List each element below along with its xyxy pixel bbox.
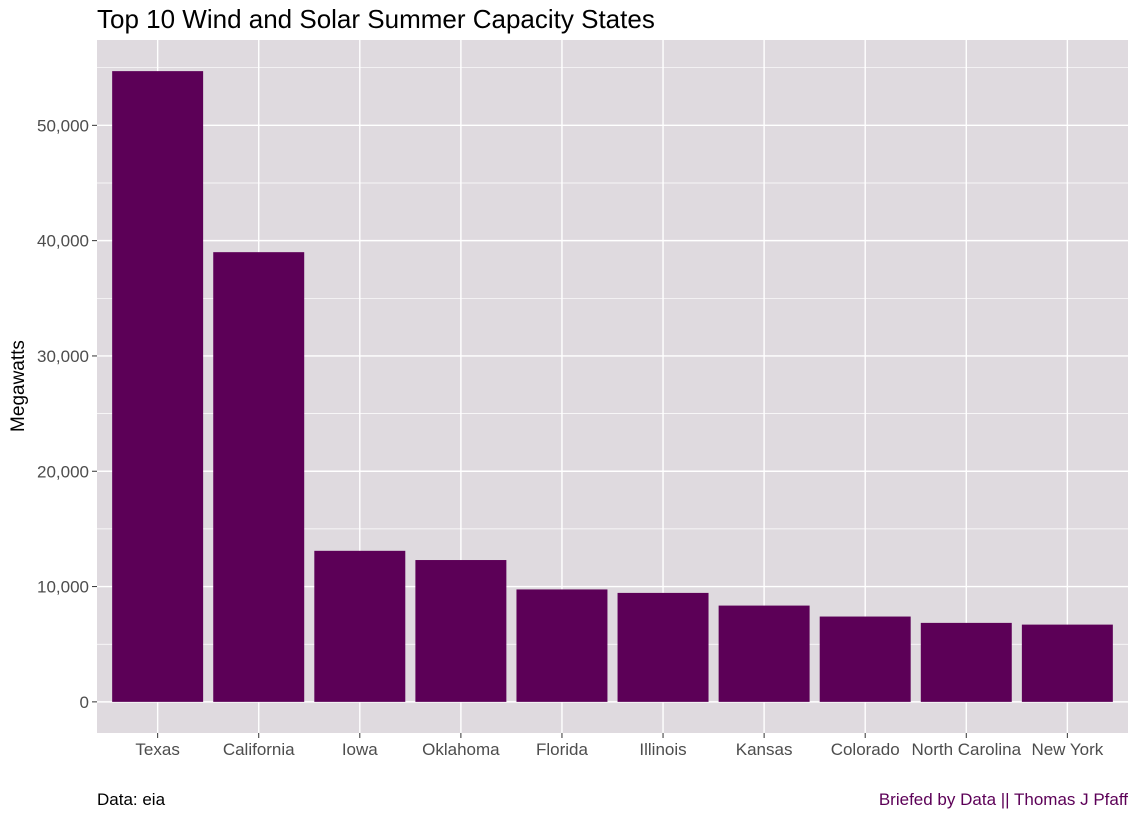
caption-credit: Briefed by Data || Thomas J Pfaff: [878, 790, 1128, 809]
x-axis: Texas California Iowa Oklahoma Florida Illino…: [135, 733, 1104, 759]
bars: [112, 71, 1113, 702]
caption-source: Data: eia: [97, 790, 166, 809]
x-tick-label: Iowa: [342, 740, 378, 759]
y-axis: 0 10,000 20,000 30,000 40,000 50,000: [37, 116, 97, 712]
bar: [617, 592, 709, 702]
x-tick-label: Kansas: [736, 740, 793, 759]
x-tick-label: Colorado: [831, 740, 900, 759]
bar: [819, 616, 911, 702]
y-tick-label: 50,000: [37, 116, 89, 135]
y-tick-label: 10,000: [37, 578, 89, 597]
y-tick-label: 30,000: [37, 347, 89, 366]
bar: [516, 589, 608, 702]
x-tick-label: California: [223, 740, 295, 759]
x-tick-label: Oklahoma: [422, 740, 500, 759]
bar: [718, 605, 810, 702]
bar: [920, 622, 1012, 702]
y-axis-title: Megawatts: [8, 340, 29, 432]
bar: [213, 252, 305, 702]
x-tick-label: Illinois: [639, 740, 686, 759]
y-tick-label: 40,000: [37, 232, 89, 251]
y-tick-label: 0: [80, 693, 89, 712]
x-tick-label: Florida: [536, 740, 589, 759]
y-tick-label: 20,000: [37, 462, 89, 481]
bar: [112, 71, 204, 702]
x-tick-label: Texas: [135, 740, 179, 759]
x-tick-label: North Carolina: [911, 740, 1021, 759]
bar: [1021, 624, 1113, 702]
x-tick-label: New York: [1031, 740, 1103, 759]
chart-title: Top 10 Wind and Solar Summer Capacity St…: [97, 4, 655, 34]
bar: [415, 560, 507, 702]
bar: [314, 550, 406, 702]
